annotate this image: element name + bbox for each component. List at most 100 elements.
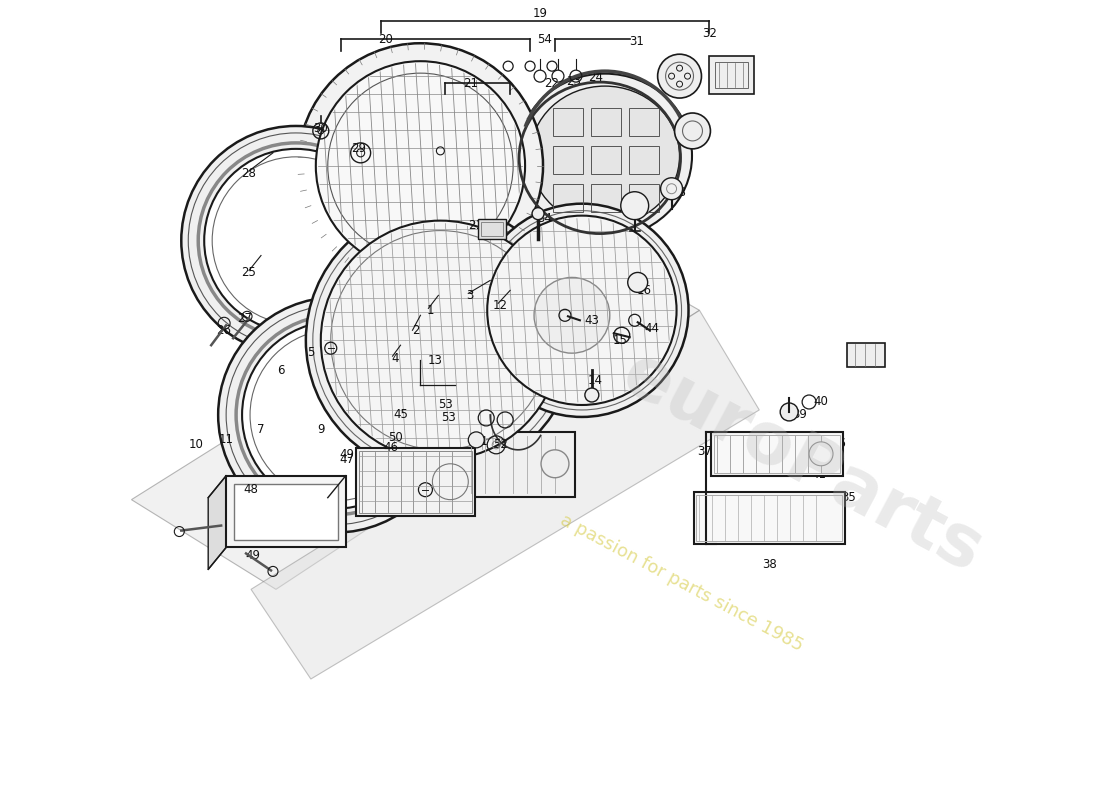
Bar [359,451,472,513]
Bar [696,494,842,541]
Circle shape [218,298,453,533]
Text: 37: 37 [697,446,712,458]
Text: 9: 9 [317,423,324,436]
Text: 6: 6 [277,364,285,377]
Text: 51: 51 [473,435,487,448]
Text: 52: 52 [493,438,507,451]
Ellipse shape [518,74,692,238]
Bar [714,435,840,473]
Text: 21: 21 [468,219,483,232]
Text: 15: 15 [613,334,627,346]
Text: a passion for parts since 1985: a passion for parts since 1985 [557,511,806,655]
Circle shape [661,178,682,200]
Text: 5: 5 [307,346,315,358]
Bar [715,62,748,88]
Bar [629,184,659,212]
Text: 53: 53 [441,411,455,425]
Circle shape [469,432,484,448]
Text: 13: 13 [428,354,443,366]
Bar [355,448,475,515]
Text: euroParts: euroParts [609,340,994,588]
Text: 16: 16 [637,284,652,297]
Text: 37: 37 [697,505,712,518]
Circle shape [205,149,387,332]
Bar [553,146,583,174]
Text: 26: 26 [216,324,231,337]
Text: 18: 18 [672,186,688,199]
Circle shape [780,403,799,421]
Text: 53: 53 [438,398,453,411]
Bar [629,108,659,136]
Text: 10: 10 [189,438,204,451]
Text: 41: 41 [812,468,826,482]
Circle shape [242,322,429,509]
Bar [712,432,843,476]
Bar [481,222,503,235]
Circle shape [487,216,676,405]
Text: 12: 12 [493,299,508,312]
Polygon shape [208,476,227,570]
Circle shape [535,278,609,353]
Bar [591,184,620,212]
Text: 30: 30 [314,122,328,135]
Text: 39: 39 [792,409,806,422]
Text: 36: 36 [832,438,846,450]
Circle shape [316,61,525,270]
Text: 46: 46 [383,442,398,454]
Circle shape [628,273,648,292]
Text: 7: 7 [257,423,265,436]
Text: 14: 14 [587,374,603,386]
Bar [478,218,506,238]
Text: 34: 34 [538,212,552,225]
Circle shape [658,54,702,98]
Text: 22: 22 [544,77,560,90]
Bar [591,146,620,174]
Bar [710,56,755,94]
Text: 33: 33 [685,122,700,135]
Text: 40: 40 [814,395,828,409]
Text: 24: 24 [588,70,603,84]
Text: 49: 49 [245,549,261,562]
Circle shape [298,43,543,288]
Text: 49: 49 [339,448,354,462]
Circle shape [321,221,560,460]
Bar [847,343,884,367]
Polygon shape [251,310,759,679]
Text: 2: 2 [411,324,419,337]
Circle shape [541,450,569,478]
Text: 1: 1 [427,304,434,317]
Text: 23: 23 [566,74,582,88]
Circle shape [810,442,833,466]
Text: 27: 27 [238,312,253,325]
Text: 50: 50 [388,431,403,444]
Bar [629,146,659,174]
Text: 3: 3 [466,289,474,302]
Bar [553,184,583,212]
Text: 21: 21 [463,77,477,90]
Text: 32: 32 [702,26,717,40]
Text: 43: 43 [584,314,600,326]
Text: 44: 44 [645,322,659,334]
Circle shape [475,204,689,417]
Circle shape [306,206,575,474]
Text: 45: 45 [393,409,408,422]
Circle shape [620,192,649,220]
Text: 42: 42 [854,349,868,362]
Text: 20: 20 [378,33,393,46]
Circle shape [182,126,410,355]
Text: 17: 17 [632,207,647,220]
Text: 35: 35 [842,491,856,504]
Ellipse shape [530,86,680,226]
Polygon shape [132,230,700,590]
Text: 25: 25 [242,266,256,279]
Text: 28: 28 [242,167,256,180]
Text: 48: 48 [243,483,258,496]
Text: 19: 19 [532,7,548,20]
Text: 38: 38 [762,558,777,571]
Circle shape [674,113,711,149]
Bar [465,432,575,497]
Text: 31: 31 [629,34,645,48]
Bar [227,476,345,547]
Text: 47: 47 [339,454,354,466]
Bar [234,484,338,539]
